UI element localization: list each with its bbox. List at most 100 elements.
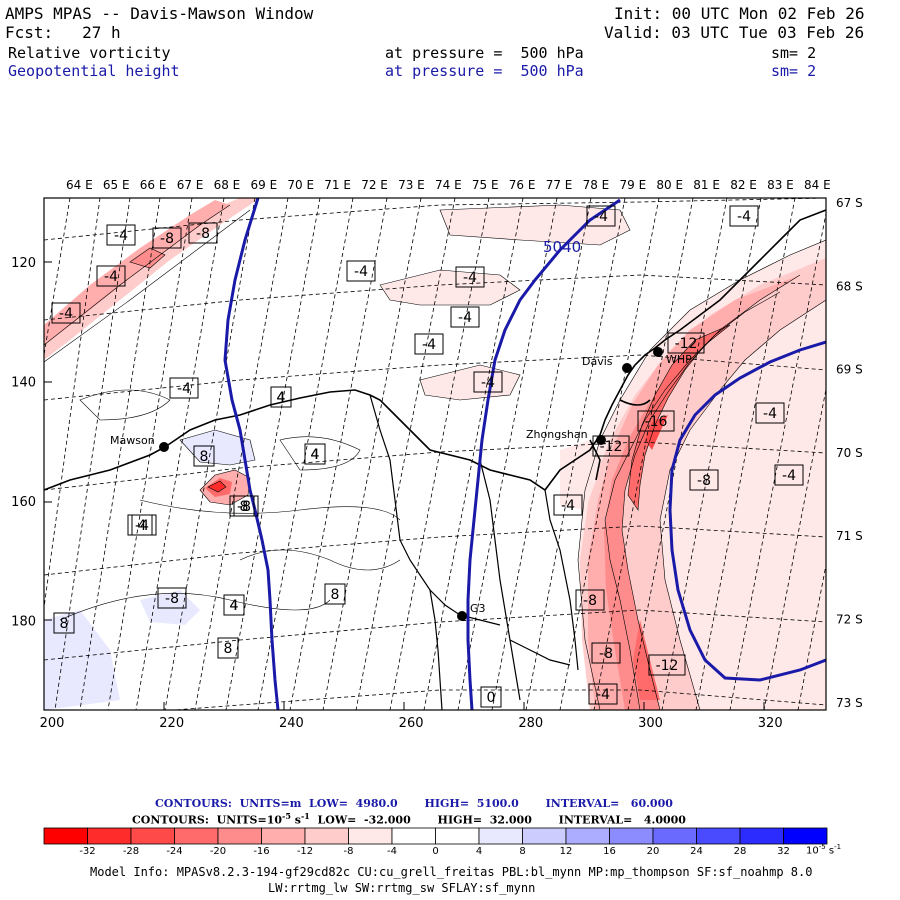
- longitude-label-15: 79 E: [620, 178, 647, 192]
- colorbar-unit-base: 10: [806, 845, 819, 857]
- longitude-label-12: 76 E: [509, 178, 536, 192]
- vorticity-label-box-35: [131, 514, 153, 536]
- colorbar-tick-1: -28: [122, 846, 140, 857]
- colorbar-box-3: [174, 827, 219, 845]
- colorbar-tick-8: 0: [432, 846, 439, 857]
- vorticity-label-11: -12: [667, 332, 705, 354]
- legend-vorticity-units: UNITS=10: [216, 813, 283, 827]
- vorticity-shading: [44, 198, 826, 710]
- vorticity-label-1: -8: [152, 227, 182, 249]
- grid-x-label-4: 280: [518, 716, 543, 731]
- vorticity-label-box-10: [169, 377, 199, 399]
- colorbar-tick-0: -32: [79, 846, 96, 857]
- colorbar-tick-15: 28: [733, 846, 747, 857]
- valid-time: Valid: 03 UTC Tue 03 Feb 26: [604, 23, 865, 42]
- vorticity-label-box-30: [53, 612, 75, 634]
- vorticity-label-box-2: [188, 222, 218, 244]
- grid-x-label-5: 300: [638, 716, 663, 731]
- model-info-line-1: Model Info: MPASv8.2.3-194-gf29cd82c CU:…: [90, 865, 813, 879]
- vorticity-label-text-22: -4: [561, 498, 575, 514]
- station-marker-zhongshan: [596, 435, 606, 445]
- latitude-label-6: 73 S: [836, 696, 863, 710]
- vorticity-label-23: -4: [586, 205, 616, 227]
- colorbar-box-12: [565, 827, 610, 845]
- vorticity-label-18: -8: [575, 589, 605, 611]
- colorbar-tick-11: 12: [559, 846, 573, 857]
- grid-x-label-group: 200 220 240 260 280 300 320: [40, 716, 783, 731]
- vorticity-label-box-5: [455, 266, 485, 288]
- field-1-smoothing: sm= 2: [771, 44, 817, 62]
- vorticity-label-text-36: 4: [230, 598, 239, 614]
- vorticity-label-text-14: -4: [763, 406, 777, 422]
- colorbar-tick-6: -8: [343, 846, 354, 857]
- legend-height-high: HIGH= 5100.0: [424, 797, 519, 810]
- station-label-g3: G3: [470, 602, 486, 615]
- vorticity-label-box-6: [450, 306, 480, 328]
- longitude-label-9: 73 E: [398, 178, 425, 192]
- vorticity-label-37: 4: [304, 443, 326, 465]
- vorticity-label-box-20: [648, 654, 686, 676]
- vorticity-label-box-22: [553, 494, 583, 516]
- vorticity-label-4: -4: [346, 260, 376, 282]
- longitude-label-0: 64 E: [66, 178, 93, 192]
- colorbar-box-1: [87, 827, 132, 845]
- colorbar-tick-2: -24: [166, 846, 183, 857]
- vorticity-label-box-13: [592, 435, 630, 457]
- colorbar-unit-exp: -5: [818, 843, 826, 851]
- station-label-mawson: Mawson: [110, 434, 155, 447]
- vorticity-label-text-28: 4: [311, 447, 320, 463]
- vorticity-label-box-21: [588, 683, 618, 705]
- longitude-label-8: 72 E: [361, 178, 388, 192]
- latitude-label-2: 69 S: [836, 363, 863, 377]
- vorticity-label-box-36: [223, 594, 245, 616]
- vorticity-label-text-37: 4: [311, 447, 320, 463]
- vorticity-label-text-17: -8: [237, 499, 251, 515]
- colorbar-box-11: [522, 827, 567, 845]
- colorbar-box-16: [739, 827, 784, 845]
- vorticity-label-6: -4: [450, 306, 480, 328]
- legend-height-low: LOW= 4980.0: [309, 797, 398, 810]
- vorticity-label-text-9: -4: [59, 306, 73, 322]
- vorticity-label-box-11: [667, 332, 705, 354]
- vorticity-label-text-6: -4: [458, 310, 472, 326]
- longitude-label-14: 78 E: [583, 178, 610, 192]
- vorticity-label-21: -4: [588, 683, 618, 705]
- station-marker-davis: [622, 363, 632, 373]
- field-2-pressure: at pressure = 500 hPa: [385, 62, 584, 80]
- colorbar-box-4: [217, 827, 262, 845]
- vorticity-label-text-30: 8: [60, 616, 69, 632]
- forecast-hour: Fcst: 27 h: [5, 23, 121, 42]
- grid-x-label-2: 240: [279, 716, 304, 731]
- grid-y-label-1: 140: [11, 376, 36, 391]
- vorticity-label-box-4: [346, 260, 376, 282]
- vorticity-label-text-15: -4: [782, 468, 796, 484]
- vorticity-label-box-39: [480, 686, 502, 708]
- vorticity-label-box-34: [270, 386, 292, 408]
- colorbar-tick-4: -16: [253, 846, 270, 857]
- legend-vorticity-units-exp: -5: [282, 811, 291, 821]
- vorticity-label-text-33: 8: [224, 641, 233, 657]
- colorbar-unit: 10-5 s-1: [806, 843, 841, 856]
- vorticity-label-3: -4: [96, 265, 126, 287]
- vorticity-label-24: -4: [729, 205, 759, 227]
- vorticity-label-33: 8: [217, 637, 239, 659]
- vorticity-label-36: 4: [223, 594, 245, 616]
- grid-y-label-group: 120 140 160 180: [11, 256, 36, 630]
- legend-vorticity-interval: INTERVAL= 4.0000: [558, 813, 686, 827]
- longitude-label-16: 80 E: [656, 178, 683, 192]
- vorticity-label-text-35: 4: [138, 518, 147, 534]
- grid-x-label-3: 260: [399, 716, 424, 731]
- station-marker-mawson: [159, 442, 169, 452]
- vorticity-label-text-24: -4: [737, 209, 751, 225]
- colorbar-tick-16: 32: [777, 846, 790, 857]
- vorticity-label-text-38: 8: [240, 499, 249, 515]
- longitude-label-4: 68 E: [214, 178, 241, 192]
- latitude-label-1: 68 S: [836, 279, 863, 293]
- colorbar-tick-5: -12: [296, 846, 314, 857]
- vorticity-label-text-3: -4: [104, 269, 118, 285]
- latitude-label-0: 67 S: [836, 196, 863, 210]
- vorticity-label-35: 4: [131, 514, 153, 536]
- vorticity-label-box-37: [304, 443, 326, 465]
- vorticity-label-10: -4: [169, 377, 199, 399]
